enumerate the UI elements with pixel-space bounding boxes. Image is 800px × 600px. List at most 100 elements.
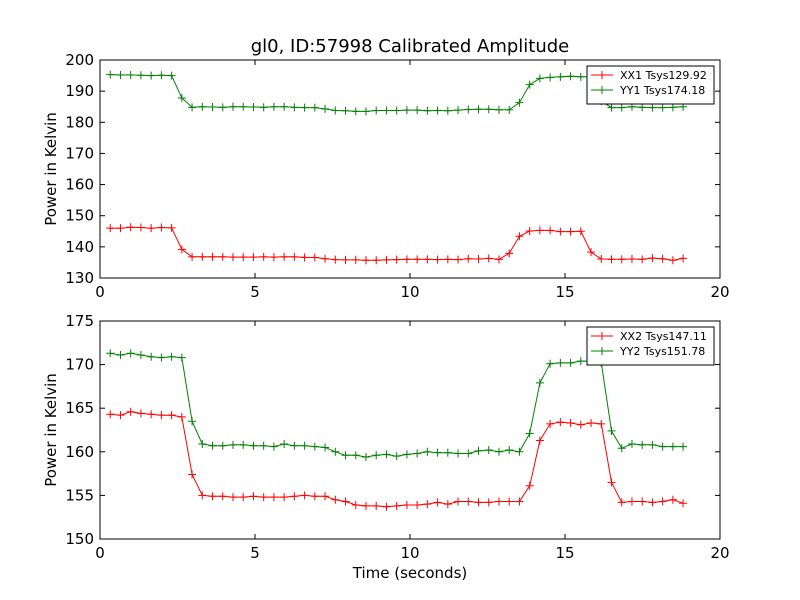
data-point — [525, 80, 534, 89]
data-point — [525, 481, 534, 490]
data-point — [515, 98, 524, 107]
data-point — [494, 255, 503, 264]
data-point — [351, 107, 360, 116]
data-point — [556, 227, 565, 236]
data-point — [198, 439, 207, 448]
data-point — [341, 255, 350, 264]
data-point — [157, 353, 166, 362]
data-point — [454, 106, 463, 115]
data-point — [392, 255, 401, 264]
data-point — [259, 441, 268, 450]
y-tick-label: 160 — [65, 176, 94, 194]
data-point — [484, 254, 493, 263]
data-point — [208, 441, 217, 450]
legend-label: XX1 Tsys129.92 — [620, 69, 707, 82]
data-point — [617, 255, 626, 264]
data-point — [157, 71, 166, 80]
data-point — [136, 351, 145, 360]
data-point — [668, 442, 677, 451]
data-point — [433, 255, 442, 264]
data-point — [433, 106, 442, 115]
x-tick-label: 10 — [400, 544, 419, 562]
data-point — [546, 226, 555, 235]
data-point — [300, 253, 309, 262]
data-point — [208, 252, 217, 261]
data-point — [198, 252, 207, 261]
y-tick-label: 150 — [65, 530, 94, 548]
y-tick-label: 180 — [65, 113, 94, 131]
data-point — [494, 447, 503, 456]
data-point — [658, 103, 667, 112]
data-point — [188, 103, 197, 112]
data-point — [494, 497, 503, 506]
data-point — [198, 491, 207, 500]
data-point — [228, 493, 237, 502]
x-tick-label: 5 — [250, 544, 260, 562]
data-point — [177, 93, 186, 102]
data-point — [208, 103, 217, 112]
data-point — [402, 450, 411, 459]
data-point — [515, 232, 524, 241]
data-point — [607, 478, 616, 487]
data-point — [413, 449, 422, 458]
data-point — [566, 358, 575, 367]
legend-box — [586, 326, 715, 366]
data-point — [413, 106, 422, 115]
data-point — [290, 441, 299, 450]
data-point — [464, 254, 473, 263]
legend: XX1 Tsys129.92 YY1 Tsys174.18 — [586, 65, 715, 105]
data-point — [147, 224, 156, 233]
data-point — [372, 106, 381, 115]
legend-marker — [598, 332, 606, 340]
data-point — [321, 104, 330, 113]
legend-label: XX2 Tsys147.11 — [620, 330, 707, 343]
data-point — [321, 492, 330, 501]
legend-marker — [598, 347, 606, 355]
data-point — [239, 493, 248, 502]
data-point — [576, 420, 585, 429]
data-point — [546, 419, 555, 428]
y-tick-label: 170 — [65, 144, 94, 162]
data-point — [679, 499, 688, 508]
data-point — [361, 256, 370, 265]
data-point — [310, 103, 319, 112]
data-point — [566, 72, 575, 81]
y-tick-label: 200 — [65, 51, 94, 69]
y-axis-label: Power in Kelvin — [42, 112, 60, 226]
data-point — [484, 498, 493, 507]
data-point — [679, 442, 688, 451]
legend-marker — [598, 86, 606, 94]
data-point — [321, 443, 330, 452]
data-point — [546, 359, 555, 368]
data-point — [280, 102, 289, 111]
data-point — [454, 497, 463, 506]
data-point — [464, 497, 473, 506]
data-point — [505, 497, 514, 506]
data-point — [382, 255, 391, 264]
data-point — [627, 255, 636, 264]
data-point — [280, 493, 289, 502]
legend-label: YY2 Tsys151.78 — [619, 345, 705, 358]
data-point — [515, 497, 524, 506]
data-point — [443, 500, 452, 509]
data-point — [617, 498, 626, 507]
data-point — [535, 226, 544, 235]
y-axis-label: Power in Kelvin — [42, 373, 60, 487]
data-point — [494, 105, 503, 114]
data-point — [188, 252, 197, 261]
data-point — [249, 103, 258, 112]
data-point — [658, 497, 667, 506]
data-point — [443, 255, 452, 264]
x-axis-label: Time (seconds) — [352, 564, 468, 582]
data-point — [218, 441, 227, 450]
data-point — [126, 349, 135, 358]
data-point — [474, 498, 483, 507]
data-point — [300, 103, 309, 112]
data-point — [188, 417, 197, 426]
data-point — [280, 439, 289, 448]
data-point — [372, 451, 381, 460]
data-point — [351, 451, 360, 460]
data-point — [331, 255, 340, 264]
data-point — [218, 252, 227, 261]
